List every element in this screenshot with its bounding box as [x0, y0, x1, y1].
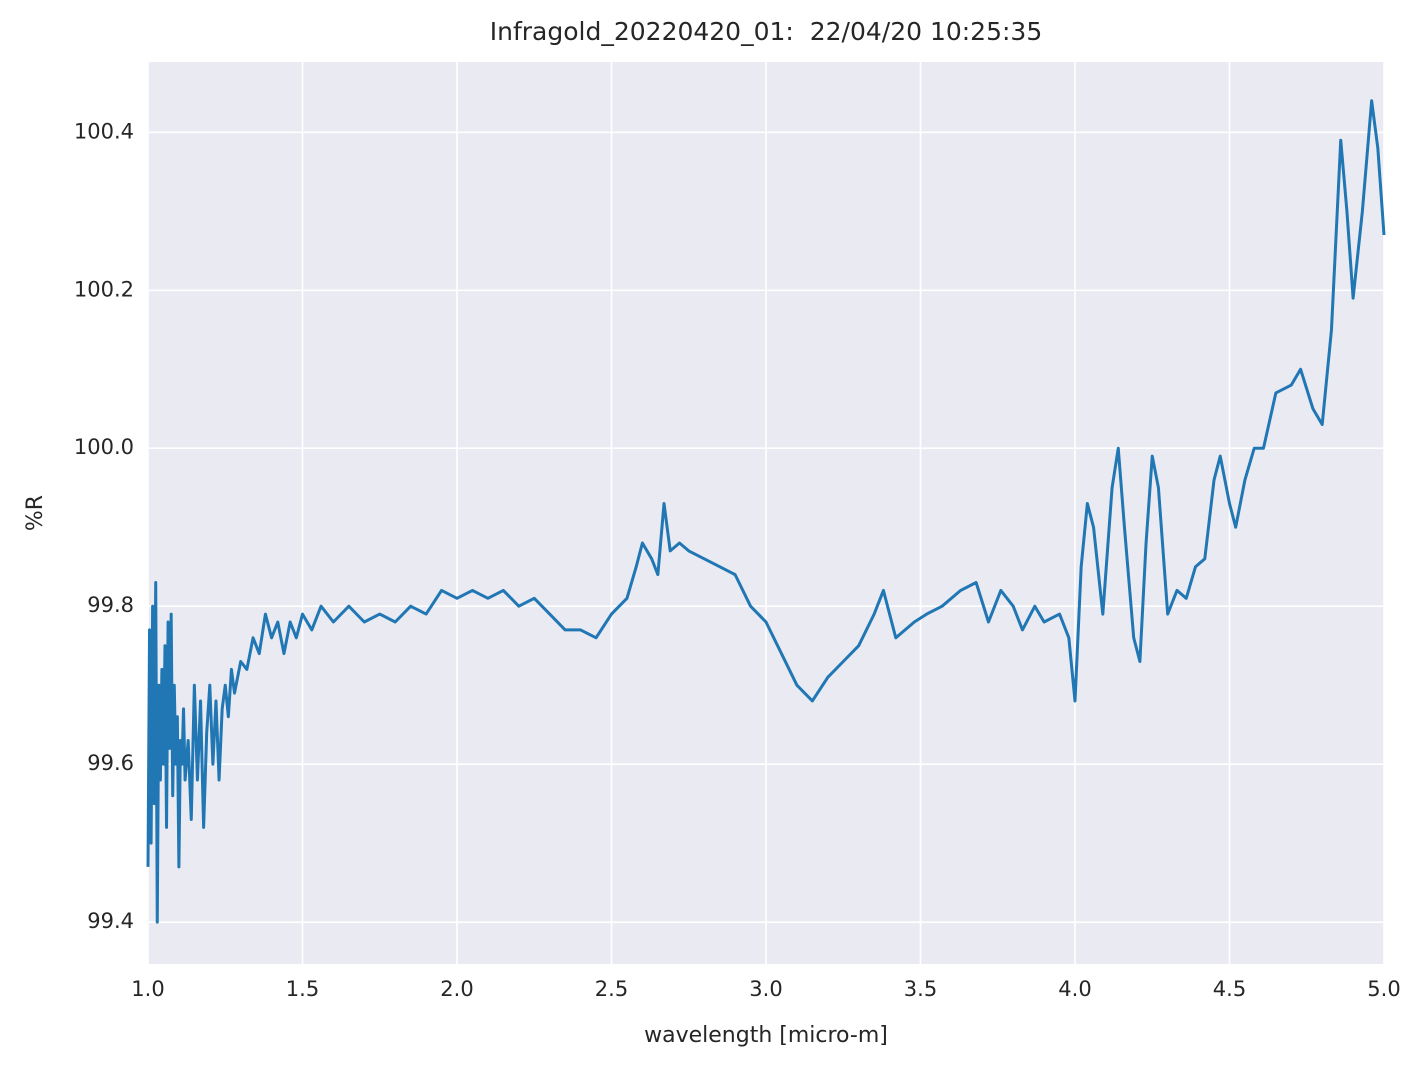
- x-tick-label: 4.0: [1058, 977, 1091, 1001]
- data-line: [146, 99, 1386, 924]
- y-tick-label: 100.0: [74, 435, 134, 459]
- x-axis-label: wavelength [micro-m]: [644, 1023, 888, 1048]
- chart-title: Infragold_20220420_01: 22/04/20 10:25:35: [490, 17, 1042, 46]
- y-tick-label: 99.8: [87, 593, 134, 617]
- x-tick-label: 3.5: [904, 977, 937, 1001]
- x-tick-label: 2.5: [595, 977, 628, 1001]
- x-tick-label: 1.5: [286, 977, 319, 1001]
- x-tick-label: 4.5: [1213, 977, 1246, 1001]
- x-tick-label: 5.0: [1367, 977, 1400, 1001]
- x-tick-label: 1.0: [131, 977, 164, 1001]
- y-axis-label: %R: [23, 495, 48, 531]
- x-tick-label: 3.0: [749, 977, 782, 1001]
- y-tick-label: 99.4: [87, 909, 134, 933]
- x-tick-label: 2.0: [440, 977, 473, 1001]
- y-tick-label: 99.6: [87, 751, 134, 775]
- y-tick-label: 100.2: [74, 277, 134, 301]
- y-tick-label: 100.4: [74, 119, 134, 143]
